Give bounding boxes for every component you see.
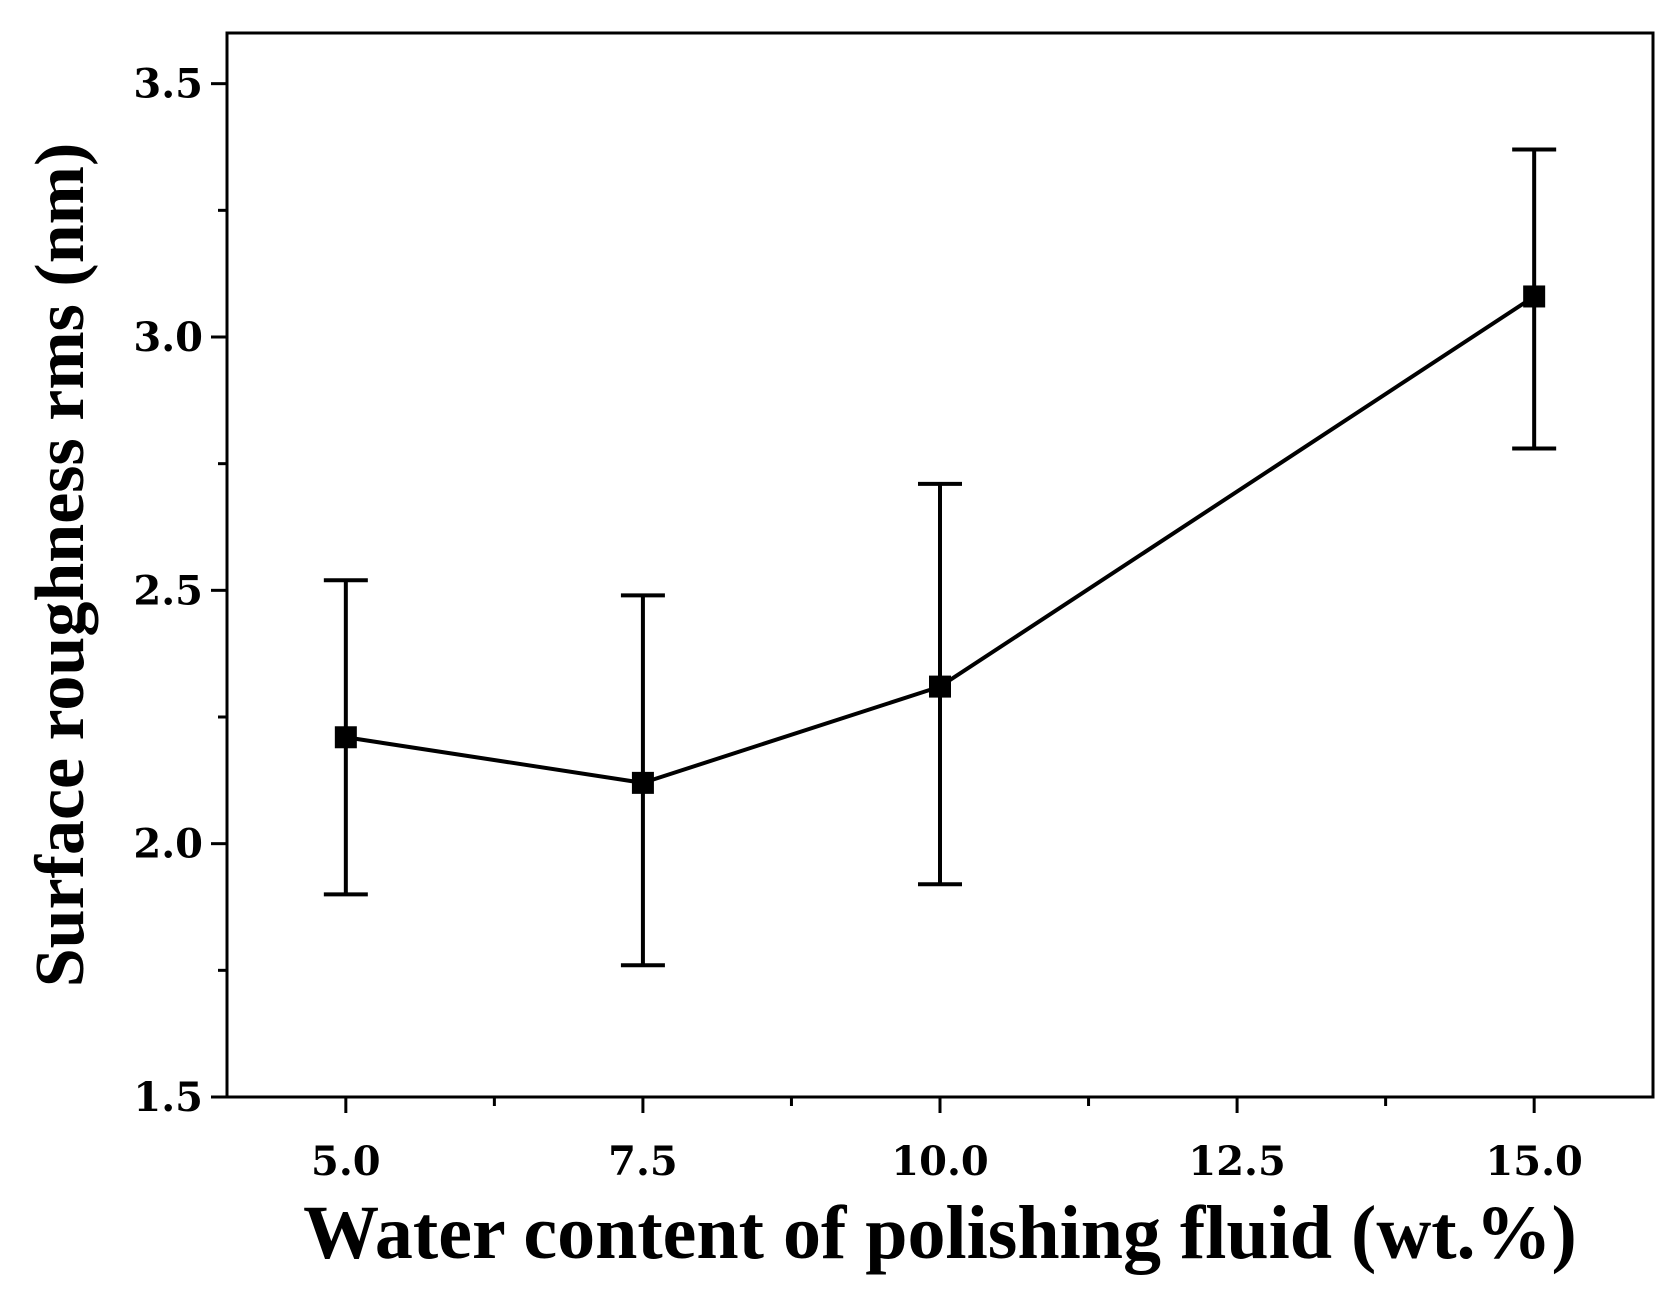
- x-axis-ticks: 5.0 7.5 10.0 12.5 15.0: [311, 1097, 1583, 1185]
- y-tick-label: 2.0: [133, 821, 203, 868]
- x-axis-label: Water content of polishing fluid (wt.%): [303, 1191, 1577, 1275]
- series-layer: [323, 147, 1557, 968]
- x-tick-label: 12.5: [1188, 1138, 1285, 1185]
- y-axis-ticks: 1.5 2.0 2.5 3.0 3.5: [133, 61, 227, 1121]
- x-tick-label: 10.0: [891, 1138, 988, 1185]
- series-line: [345, 294, 1536, 785]
- x-tick-label: 15.0: [1485, 1138, 1582, 1185]
- y-tick-label: 3.0: [133, 314, 203, 361]
- y-axis-label: Surface roughness rms (nm): [22, 143, 99, 988]
- data-point: [631, 771, 654, 794]
- data-point: [334, 726, 357, 749]
- y-tick-label: 3.5: [133, 61, 203, 108]
- data-point: [929, 675, 951, 698]
- y-tick-label: 1.5: [133, 1074, 203, 1121]
- x-tick-label: 5.0: [311, 1138, 381, 1185]
- data-point: [1523, 285, 1546, 308]
- x-tick-label: 7.5: [608, 1138, 678, 1185]
- y-tick-label: 2.5: [133, 567, 203, 614]
